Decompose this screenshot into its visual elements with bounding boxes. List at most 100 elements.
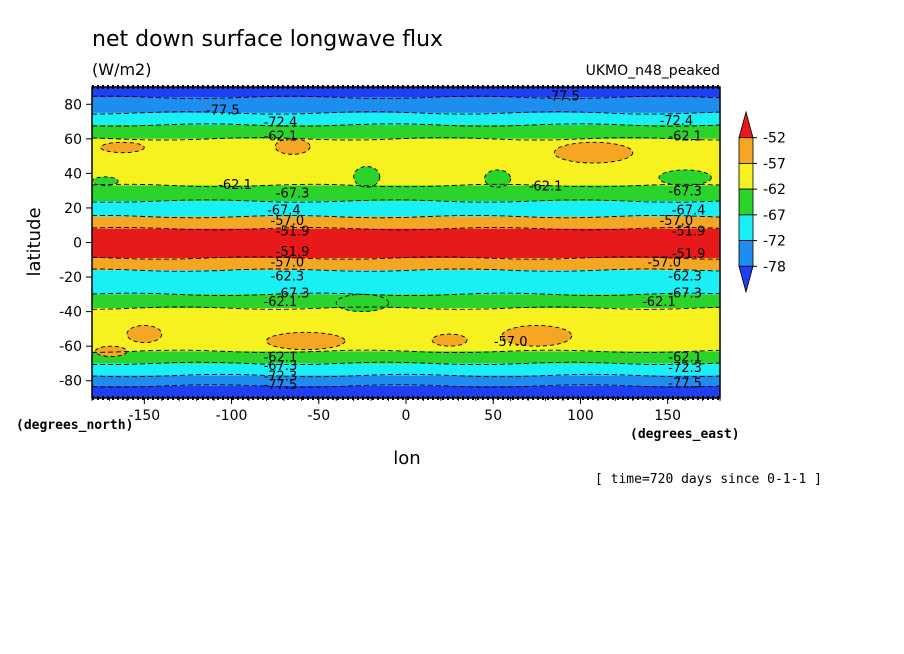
patch-contour: [431, 333, 468, 347]
field-band: [92, 97, 720, 113]
contour-label: -62.1: [218, 178, 252, 193]
contour-label: -72.4: [264, 116, 298, 131]
contour-line: [91, 268, 721, 272]
time-label: [ time=720 days since 0-1-1 ]: [595, 472, 822, 487]
colorbar-label: -72: [763, 234, 786, 250]
contour-label: -62.1: [264, 295, 298, 310]
y-tick-label: -80: [59, 374, 82, 390]
patch-contour: [126, 324, 163, 344]
colorbar-swatch: [738, 214, 754, 241]
field-band: [92, 228, 720, 259]
field-band: [92, 201, 720, 217]
contour-label: -77.5: [546, 90, 580, 105]
contour-line: [91, 227, 721, 231]
contour-lines: [91, 85, 721, 400]
contour-label: -67.3: [668, 287, 702, 302]
field-band: [92, 125, 720, 139]
field-patch: [554, 142, 633, 164]
contour-label: -51.9: [276, 224, 310, 239]
field-patch: [275, 138, 311, 155]
patch-contour: [501, 324, 573, 347]
y-axis: -80 -60 -40 -20 0 20 40 60 80: [59, 97, 92, 390]
contour-line: [91, 349, 721, 353]
contour-label: -51.9: [672, 247, 706, 262]
dataset-label: UKMO_n48_peaked: [586, 63, 720, 79]
contour-line: [91, 199, 721, 203]
y-tick-label: 0: [73, 236, 82, 252]
patch-contour: [274, 138, 311, 155]
colorbar-label: -78: [763, 259, 786, 275]
contour-label: -62.1: [264, 351, 298, 366]
colorbar-swatch: [738, 240, 754, 267]
field-patch: [100, 142, 145, 153]
field-band: [92, 385, 720, 398]
colorbar: -52 -57 -62 -67 -72 -78: [738, 110, 786, 294]
plot-area: [92, 87, 720, 398]
contour-label: -57.0: [494, 335, 528, 350]
colorbar-label: -62: [763, 182, 786, 198]
contour-label: -67.4: [672, 204, 706, 219]
x-axis: -150 -100 -50 0 50 100 150: [91, 398, 721, 424]
field-patch: [95, 346, 127, 357]
x-axis-title: lon: [393, 448, 420, 469]
field-band: [92, 308, 720, 352]
colorbar-label: -67: [763, 208, 786, 224]
colorbar-swatch: [738, 163, 754, 190]
colorbar-bottom-arrow: [738, 265, 754, 294]
field-patch: [92, 176, 119, 186]
contour-line: [91, 123, 721, 127]
field-patch: [126, 325, 162, 343]
x-tick-label: 50: [484, 408, 502, 424]
contour-label: -62.3: [271, 269, 305, 284]
contour-line: [91, 111, 721, 115]
contour-label: -62.1: [642, 295, 676, 310]
x-tick-label: -50: [307, 408, 330, 424]
y-tick-label: -20: [59, 270, 82, 286]
y-tick-label: 20: [64, 201, 82, 217]
x-tick-label: -100: [216, 408, 248, 424]
y-units-label: (degrees_north): [16, 418, 133, 433]
contour-line: [91, 373, 721, 378]
contour-label: -67.3: [264, 359, 298, 374]
field-patch: [432, 334, 468, 347]
field-band: [92, 185, 720, 202]
field-band: [92, 294, 720, 309]
contour-label: -57.0: [271, 256, 305, 271]
y-tick-label: 40: [64, 166, 82, 182]
field-band: [92, 112, 720, 126]
patch-contour: [95, 345, 128, 357]
colorbar-swatch: [738, 137, 754, 164]
y-tick-label: -60: [59, 339, 82, 355]
units-label: (W/m2): [92, 60, 151, 79]
contour-label: -57.0: [271, 214, 305, 229]
field-patch: [484, 169, 511, 188]
contour-label: -62.1: [529, 179, 563, 194]
patch-contour: [484, 169, 512, 188]
patch-contour: [265, 331, 346, 351]
y-tick-label: -40: [59, 305, 82, 321]
patch-contour: [100, 141, 145, 154]
contour-line: [91, 292, 721, 296]
contour-label: -51.9: [276, 245, 310, 260]
colorbar-label: -57: [763, 156, 786, 172]
contour-line: [91, 95, 721, 100]
x-tick-label: 150: [654, 408, 681, 424]
contour-label: -77.5: [264, 378, 298, 393]
contour-label: -77.5: [206, 103, 240, 118]
colorbar-label: -52: [763, 131, 786, 147]
contour-line: [91, 361, 721, 366]
contour-label: -62.1: [264, 129, 298, 144]
contour-line: [91, 306, 721, 310]
x-tick-label: -150: [128, 408, 160, 424]
y-tick-label: 60: [64, 132, 82, 148]
contour-label: -57.0: [647, 256, 681, 271]
x-tick-label: 100: [567, 408, 594, 424]
field-band: [92, 375, 720, 386]
contour-label: -72.3: [668, 361, 702, 376]
field-patch: [266, 332, 345, 350]
contour-line: [91, 183, 721, 188]
colorbar-top-arrow: [738, 110, 754, 139]
field-band: [92, 270, 720, 295]
contour-label: -57.0: [660, 214, 694, 229]
